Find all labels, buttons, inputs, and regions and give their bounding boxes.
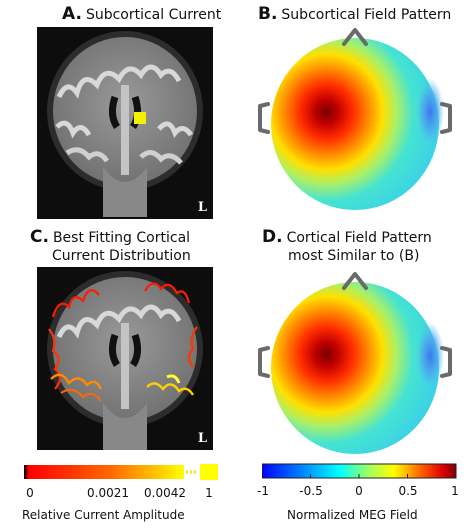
- field-tick-3: 0.5: [398, 484, 418, 498]
- field-tick-2: 0: [355, 484, 363, 498]
- left-ear-marker-icon: [258, 102, 270, 134]
- current-tick-3: 1: [205, 486, 213, 500]
- mri-coronal-slice-c: L: [37, 267, 213, 450]
- panel-d-title-line1: Cortical Field Pattern: [286, 230, 432, 246]
- panel-d-title: D. Cortical Field Pattern: [262, 229, 432, 247]
- nose-marker-icon: [342, 28, 368, 46]
- panel-c-letter: C.: [30, 227, 49, 247]
- field-tick-0: -1: [257, 484, 269, 498]
- right-ear-marker-icon: [440, 346, 452, 378]
- left-ear-marker-icon: [258, 346, 270, 378]
- left-side-label-a: L: [197, 200, 207, 215]
- meg-field-topomap-b: [250, 24, 460, 216]
- panel-c-title: C. Best Fitting Cortical: [30, 229, 190, 247]
- meg-field-topomap-d: [250, 268, 460, 458]
- panel-c-title-line1: Best Fitting Cortical: [52, 230, 191, 246]
- current-amplitude-colorbar: [22, 462, 222, 482]
- panel-b-letter: B.: [258, 4, 278, 24]
- subcortical-current-marker: [134, 112, 146, 124]
- field-tick-4: 1: [451, 484, 459, 498]
- panel-d-letter: D.: [262, 227, 283, 247]
- panel-b-title-text: Subcortical Field Pattern: [281, 7, 452, 23]
- field-tick-1: -0.5: [299, 484, 323, 498]
- current-tick-1: 0.0021: [87, 486, 129, 500]
- meg-field-colorbar: [261, 462, 462, 480]
- panel-b-title: B. Subcortical Field Pattern: [258, 6, 451, 24]
- left-side-label-c: L: [197, 431, 207, 446]
- panel-c-title-line2: Current Distribution: [52, 248, 191, 264]
- panel-a-title: A. Subcortical Current: [62, 6, 221, 24]
- panel-d-title-line2-wrap: most Similar to (B): [288, 248, 419, 265]
- mri-coronal-slice-a: L: [37, 27, 213, 219]
- current-colorbar-label: Relative Current Amplitude: [22, 508, 185, 522]
- panel-d-title-line2: most Similar to (B): [288, 248, 420, 264]
- right-ear-marker-icon: [440, 102, 452, 134]
- current-tick-2: 0.0042: [144, 486, 186, 500]
- field-colorbar-label: Normalized MEG Field: [287, 508, 418, 522]
- panel-c-title-line2-wrap: Current Distribution: [52, 248, 191, 265]
- current-tick-0: 0: [26, 486, 34, 500]
- nose-marker-icon: [342, 272, 368, 290]
- panel-a-title-text: Subcortical Current: [85, 7, 222, 23]
- panel-a-letter: A.: [62, 4, 82, 24]
